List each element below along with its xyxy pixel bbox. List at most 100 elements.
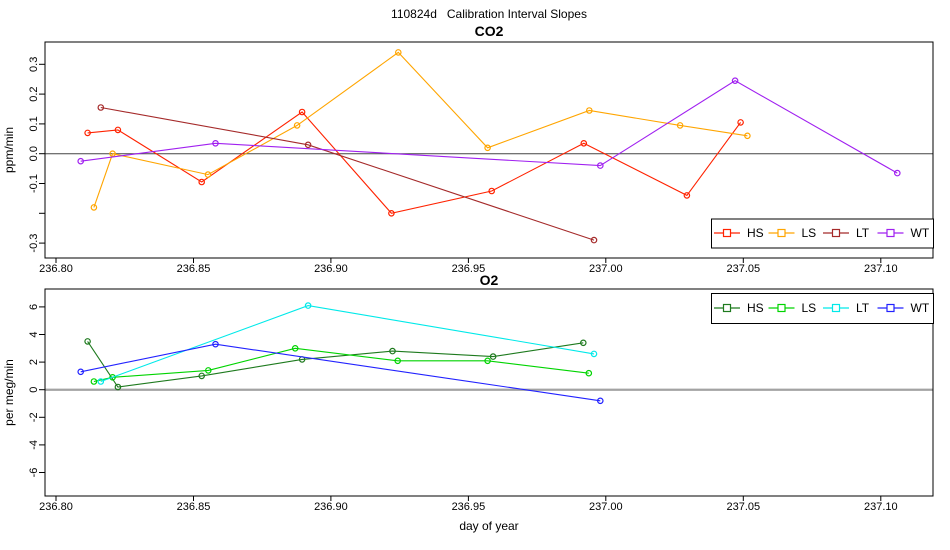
legend-entry-o2-WT: WT <box>877 301 930 315</box>
series-line-o2-LT <box>100 305 595 383</box>
panels-group: 236.80 236.85 236.90 236.95 237.00 237.05 237.… <box>2 23 934 533</box>
x-tick-label: 237.10 <box>864 263 898 275</box>
data-point-o2-HS <box>198 372 206 380</box>
y-tick-label: 2 <box>28 359 40 365</box>
data-point-co2-WT <box>731 77 739 85</box>
x-axis-title: day of year <box>459 519 518 533</box>
legend-marker-LS <box>777 303 786 313</box>
y-tick-label: 0.0 <box>28 146 40 161</box>
panel-co2: 236.80 236.85 236.90 236.95 237.00 237.05 237.… <box>2 23 934 275</box>
data-point-o2-LS <box>291 344 299 352</box>
legend-entry-o2-HS: HS <box>714 301 764 315</box>
data-point-o2-WT <box>77 368 85 376</box>
x-tick-label: 236.85 <box>177 501 211 513</box>
y-tick-label: 0 <box>28 387 40 393</box>
data-point-co2-LS <box>204 171 212 178</box>
x-tick-label: 236.85 <box>177 263 211 275</box>
data-point-o2-HS <box>489 353 497 360</box>
legend-box-co2 <box>711 218 934 249</box>
y-tick-label: -4 <box>28 440 40 450</box>
data-point-co2-WT <box>77 157 85 165</box>
legend-entry-o2-LS: LS <box>768 301 817 315</box>
series-line-co2-LT <box>100 106 595 241</box>
x-tick-label: 236.80 <box>39 501 73 513</box>
panel-title-o2: O2 <box>480 272 499 288</box>
data-point-co2-HS <box>580 140 588 147</box>
data-point-co2-WT <box>596 162 604 169</box>
data-point-co2-LS <box>394 49 402 56</box>
data-point-co2-HS <box>198 178 206 186</box>
data-point-co2-LT <box>97 104 105 111</box>
series-line-o2-WT <box>80 343 601 402</box>
data-point-co2-LS <box>293 122 301 129</box>
legend-marker-HS <box>722 228 732 238</box>
x-tick-label: 237.10 <box>864 501 898 513</box>
y-tick-label: 6 <box>28 304 40 310</box>
x-tick-label: 237.05 <box>726 263 760 275</box>
data-point-o2-LS <box>90 378 98 385</box>
data-point-co2-LS <box>676 122 684 129</box>
panel-o2: 236.80 236.85 236.90 236.95 237.00 237.05 237.… <box>2 272 934 533</box>
y-tick-label: -2 <box>28 412 40 422</box>
legend-entry-co2-HS: HS <box>714 226 764 240</box>
legend-marker-WT <box>886 228 895 238</box>
data-point-o2-LS <box>394 357 402 365</box>
series-line-co2-WT <box>80 80 898 174</box>
data-point-o2-WT <box>212 340 219 348</box>
data-point-co2-LS <box>484 144 491 152</box>
data-point-co2-LT <box>304 141 312 149</box>
series-line-co2-LS <box>93 51 748 208</box>
data-point-co2-HS <box>388 210 395 217</box>
legend-entry-co2-LS: LS <box>768 226 817 240</box>
data-point-o2-LT <box>304 302 312 309</box>
legend-entry-o2-LT: LT <box>823 301 870 315</box>
x-tick-label: 236.90 <box>314 263 348 275</box>
data-point-o2-LS <box>109 373 116 381</box>
legend-label-LT: LT <box>856 226 870 240</box>
data-point-co2-LS <box>744 132 751 140</box>
data-point-co2-WT <box>893 169 901 177</box>
legend-marker-LS <box>777 228 786 238</box>
legend-marker-LT <box>831 228 841 238</box>
series-line-o2-HS <box>87 341 584 388</box>
data-point-co2-LS <box>90 204 98 211</box>
legend-label-LS: LS <box>802 226 817 240</box>
data-point-o2-LT <box>97 378 105 385</box>
y-axis-title-co2: ppm/min <box>2 127 16 173</box>
x-tick-label: 236.90 <box>314 501 348 513</box>
data-point-co2-LT <box>590 236 598 244</box>
legend-marker-HS <box>722 303 732 313</box>
y-tick-label: 0.1 <box>28 116 40 131</box>
data-point-o2-LS <box>484 357 491 365</box>
plot-box-co2 <box>44 41 934 259</box>
data-point-co2-LS <box>109 150 116 158</box>
x-tick-label: 236.80 <box>39 263 73 275</box>
plot-box-o2 <box>44 288 934 497</box>
legend-marker-LT <box>831 303 841 313</box>
legend-co2: HS LS LT WT <box>711 218 934 249</box>
data-point-co2-HS <box>488 187 496 195</box>
x-tick-label: 237.00 <box>589 501 623 513</box>
data-point-co2-WT <box>212 140 219 147</box>
y-axis-title-o2: per meg/min <box>2 359 16 426</box>
legend-label-WT: WT <box>911 226 930 240</box>
series-line-co2-HS <box>87 111 742 214</box>
data-point-o2-LS <box>205 367 212 374</box>
data-point-co2-LS <box>585 107 593 114</box>
x-tick-label: 237.05 <box>726 501 760 513</box>
y-tick-label: -6 <box>28 468 40 478</box>
legend-label-LS: LS <box>802 301 817 315</box>
x-tick-label: 237.00 <box>589 263 623 275</box>
data-point-co2-HS <box>737 119 744 126</box>
data-point-o2-HS <box>579 339 587 347</box>
main-title: 110824d Calibration Interval Slopes <box>391 7 587 21</box>
legend-label-HS: HS <box>747 226 764 240</box>
data-point-co2-HS <box>114 126 122 134</box>
data-point-co2-HS <box>298 108 306 116</box>
legend-o2: HS LS LT WT <box>711 293 934 324</box>
y-tick-label: -0.1 <box>28 174 40 193</box>
legend-entry-co2-WT: WT <box>877 226 930 240</box>
data-point-o2-HS <box>114 383 122 391</box>
